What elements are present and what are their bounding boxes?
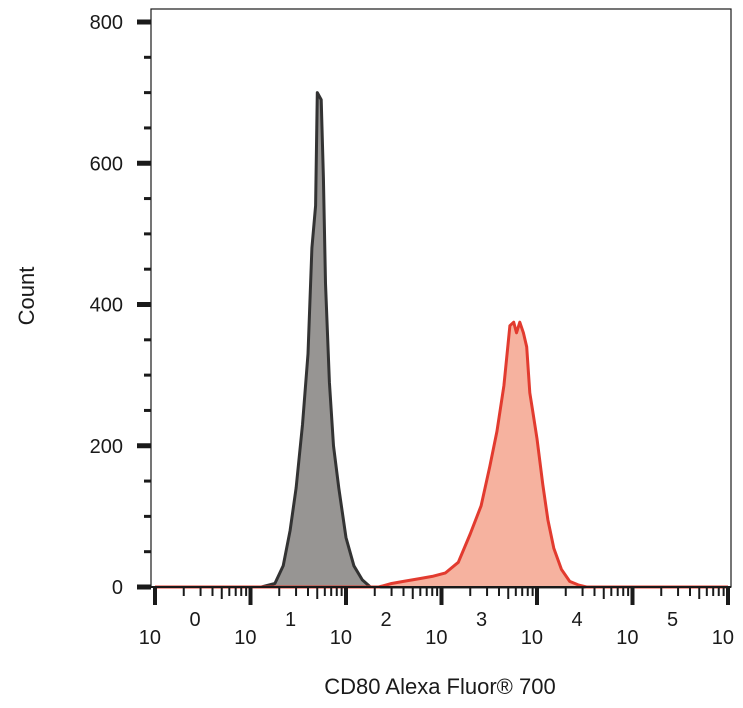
x-tick-exponent: 1 [285,609,296,631]
plot-frame [150,8,732,588]
x-tick-exponent: 4 [571,609,582,631]
x-tick-exponent: 3 [476,609,487,631]
x-tick-label: 10 [712,627,734,649]
series-layer [155,91,728,589]
series-1-line [155,320,728,589]
x-tick-exponent: 2 [380,609,391,631]
x-tick-label: 10 [616,627,638,649]
x-tick-exponent: 0 [189,609,200,631]
series-0-line [155,91,728,589]
x-tick-label: 10 [234,627,256,649]
x-tick-label: 10 [330,627,352,649]
x-tick-label: 10 [425,627,447,649]
y-axis-title: Count [14,267,39,326]
y-tick-label: 600 [90,153,123,175]
series-1-fill [155,322,728,587]
x-axis: 100101102103104105106 [137,586,734,649]
y-tick-label: 800 [90,12,123,34]
series-0-fill [155,92,728,587]
x-axis-title: CD80 Alexa Fluor® 700 [324,674,555,699]
x-tick-exponent: 5 [667,609,678,631]
y-axis: 0 200 400 600 800 [90,12,151,599]
y-tick-label: 200 [90,436,123,458]
y-tick-label: 0 [112,577,123,599]
x-tick-label: 10 [139,627,161,649]
x-tick-label: 10 [521,627,543,649]
y-tick-label: 400 [90,295,123,317]
